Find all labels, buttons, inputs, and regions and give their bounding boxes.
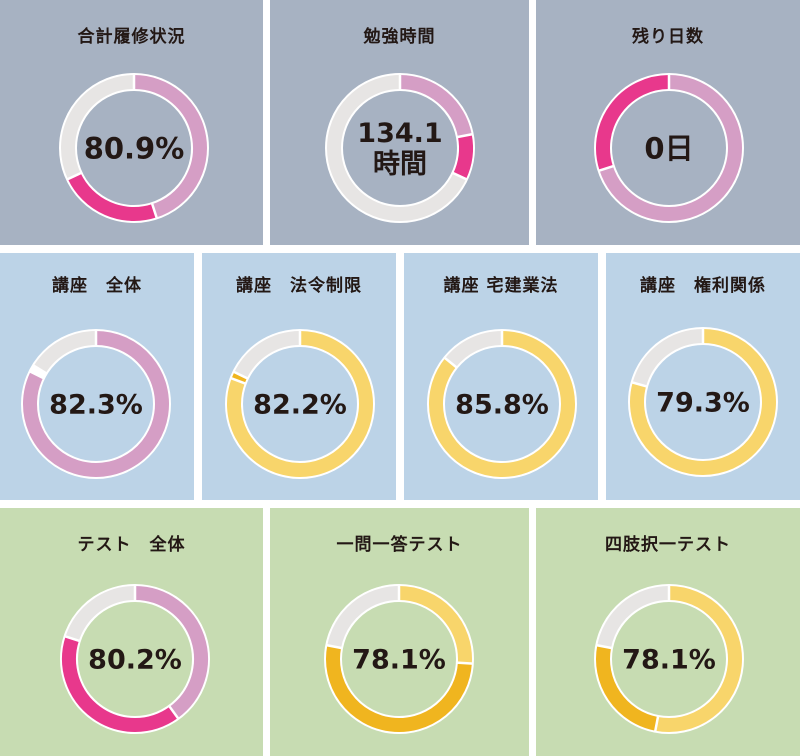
- donut-segment-2: [596, 75, 670, 171]
- donut-segment-1: [133, 75, 207, 218]
- donut-chart-total-progress: 80.9%: [59, 73, 209, 223]
- donut-chart-study-time: 134.1時間: [325, 73, 475, 223]
- donut-chart-course-rights: 79.3%: [628, 327, 778, 477]
- card-title: 講座 権利関係: [640, 276, 766, 296]
- segment-separator: [631, 381, 648, 388]
- card-course-real-estate-law: 講座 宅建業法 85.8%: [404, 253, 598, 500]
- card-test-overall: テスト 全体 80.2%: [0, 508, 263, 756]
- donut-segment-2: [62, 636, 178, 732]
- card-title: 合計履修状況: [77, 27, 186, 47]
- segment-separator: [451, 171, 468, 181]
- center-value: 134.1: [357, 118, 442, 149]
- donut-segment-1: [398, 586, 472, 664]
- card-study-time: 勉強時間 134.1 時間: [270, 0, 529, 245]
- center-value: 78.1%: [352, 645, 446, 676]
- segment-separator: [168, 705, 180, 720]
- card-title: 講座 法令制限: [236, 276, 362, 296]
- donut-segment-1: [134, 586, 208, 719]
- segment-separator: [150, 202, 159, 219]
- donut-segment-2: [67, 172, 157, 221]
- segment-separator: [456, 661, 473, 665]
- card-total-progress: 合計履修状況 80.9%: [0, 0, 263, 245]
- card-course-overall: 講座 全体 82.3%: [0, 253, 194, 500]
- center-value: 時間: [373, 149, 427, 180]
- donut-segment-3: [65, 586, 136, 642]
- donut-chart-remaining-days: 0日: [594, 73, 744, 223]
- card-title: 一問一答テスト: [336, 535, 463, 555]
- donut-segment-1: [23, 331, 169, 477]
- center-value: 82.3%: [49, 390, 143, 421]
- donut-segment-1: [599, 75, 742, 221]
- card-title: 四肢択一テスト: [605, 535, 731, 555]
- donut-segment-3: [61, 75, 135, 180]
- donut-segment-1: [655, 586, 742, 732]
- donut-segment-1: [227, 331, 373, 477]
- segment-separator: [64, 634, 81, 643]
- segment-separator: [29, 370, 45, 380]
- card-four-choice-test: 四肢択一テスト 78.1%: [536, 508, 800, 756]
- center-value: 80.2%: [88, 645, 182, 676]
- center-value: 85.8%: [455, 390, 549, 421]
- center-value: 80.9%: [84, 131, 185, 165]
- segment-separator: [443, 356, 458, 369]
- donut-segment-2: [632, 329, 704, 387]
- donut-segment-2: [326, 645, 472, 732]
- donut-chart-course-legal-restrictions: 82.2%: [225, 329, 375, 479]
- card-title: 残り日数: [632, 27, 704, 47]
- donut-chart-four-choice-test: 78.1%: [594, 584, 744, 734]
- card-course-legal-restrictions: 講座 法令制限 82.2%: [202, 253, 396, 500]
- segment-separator: [598, 164, 615, 173]
- donut-segment-3: [33, 331, 97, 374]
- card-title: 講座 全体: [52, 276, 142, 296]
- donut-segment-3: [597, 586, 670, 649]
- donut-chart-course-real-estate-law: 85.8%: [427, 329, 577, 479]
- donut-segment-1: [429, 331, 575, 477]
- donut-segment-1: [630, 329, 776, 475]
- segment-separator: [66, 171, 83, 181]
- center-value: 79.3%: [656, 388, 750, 419]
- center-value: 82.2%: [253, 390, 347, 421]
- donut-segment-2: [453, 134, 473, 180]
- segment-separator: [326, 643, 343, 650]
- donut-segment-3: [327, 75, 467, 221]
- segment-separator: [456, 132, 473, 139]
- donut-chart-test-overall: 80.2%: [60, 584, 210, 734]
- card-course-rights: 講座 権利関係 79.3%: [606, 253, 800, 500]
- segment-separator: [596, 643, 613, 650]
- donut-chart-course-overall: 82.3%: [21, 329, 171, 479]
- segment-separator: [32, 364, 48, 375]
- card-title: テスト 全体: [77, 535, 186, 555]
- donut-segment-3: [234, 331, 301, 379]
- donut-segment-2: [596, 645, 659, 731]
- donut-chart-qa-test: 78.1%: [324, 584, 474, 734]
- donut-segment-1: [399, 75, 472, 138]
- center-value: 0日: [644, 131, 693, 165]
- segment-separator: [230, 376, 247, 385]
- card-title: 講座 宅建業法: [443, 276, 559, 296]
- center-value: 78.1%: [622, 645, 716, 676]
- card-remaining-days: 残り日数 0日: [536, 0, 800, 245]
- card-title: 勉強時間: [363, 27, 436, 47]
- donut-segment-2: [445, 331, 503, 368]
- segment-separator: [232, 370, 249, 380]
- segment-separator: [653, 715, 660, 732]
- card-qa-test: 一問一答テスト 78.1%: [270, 508, 529, 756]
- donut-segment-3: [327, 586, 400, 649]
